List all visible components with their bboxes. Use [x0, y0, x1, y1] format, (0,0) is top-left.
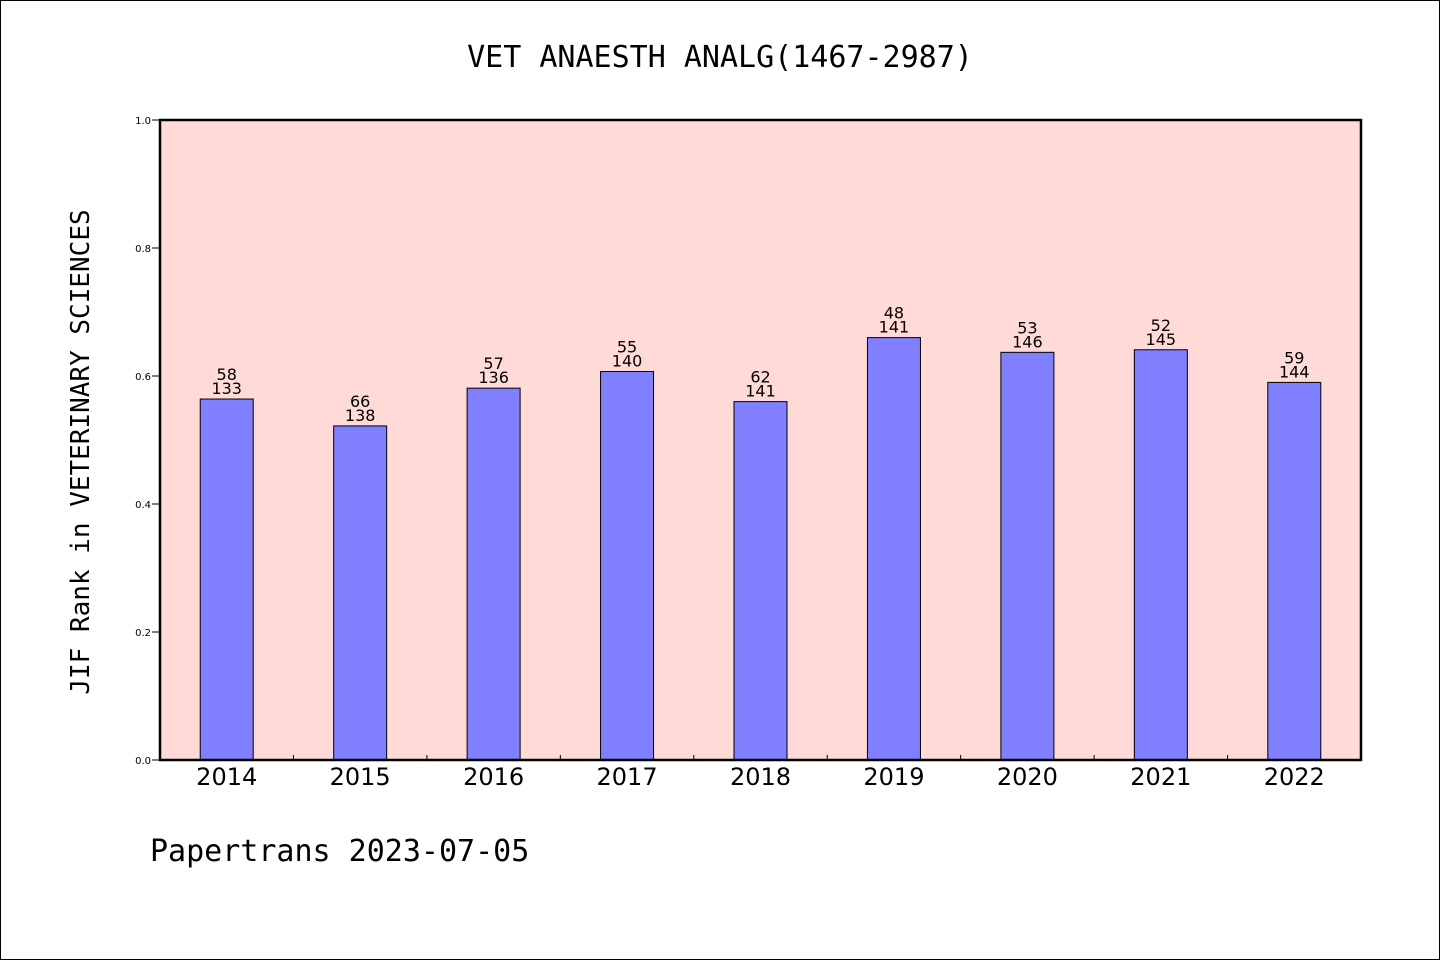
- x-tick-label: 2015: [330, 763, 391, 791]
- bar-label-rank: 52: [1151, 316, 1171, 335]
- bar-2022: [1267, 381, 1322, 761]
- x-tick-label: 2020: [997, 763, 1058, 791]
- bar-label-rank: 66: [350, 392, 370, 411]
- bar-label-rank: 48: [884, 304, 904, 323]
- bar-label-total: 145: [1146, 330, 1177, 349]
- x-tick-label: 2016: [463, 763, 524, 791]
- bar-label-total: 144: [1279, 362, 1310, 381]
- y-tick-label: 0.8: [135, 244, 151, 255]
- bar-label-rank: 59: [1284, 348, 1304, 367]
- x-tick-label: 2022: [1264, 763, 1325, 791]
- bar-label-total: 138: [345, 406, 376, 425]
- ticks-layer: 0.0 0.2 0.4 0.6 0.8 1.0 2014 2015 2016 2017 2018 20…: [135, 116, 1325, 791]
- bar-2017: [600, 371, 655, 761]
- bar-2018: [733, 401, 788, 761]
- y-tick-label: 0.2: [135, 628, 151, 639]
- bar-2019: [866, 337, 921, 761]
- y-tick-label: 0.0: [135, 756, 151, 767]
- y-tick-label: 1.0: [135, 116, 151, 127]
- bar-label-total: 141: [879, 318, 910, 337]
- bar-label-total: 146: [1012, 332, 1043, 351]
- y-tick-label: 0.6: [135, 372, 151, 383]
- x-tick-label: 2014: [196, 763, 257, 791]
- bar-2020: [1000, 351, 1055, 761]
- y-axis-label: JIF Rank in VETERINARY SCIENCES: [66, 209, 96, 694]
- bar-label-total: 136: [478, 368, 509, 387]
- bar-2015: [333, 425, 388, 761]
- bar-label-total: 140: [612, 352, 643, 371]
- x-tick-label: 2021: [1130, 763, 1191, 791]
- bar-label-total: 141: [745, 382, 776, 401]
- bar-label-rank: 58: [217, 365, 237, 384]
- bar-2014: [199, 398, 254, 761]
- bar-label-total: 133: [211, 379, 242, 398]
- chart-title: VET ANAESTH ANALG(1467-2987): [467, 40, 973, 75]
- y-tick-label: 0.4: [135, 500, 151, 511]
- bar-label-rank: 57: [483, 354, 503, 373]
- x-tick-label: 2019: [863, 763, 924, 791]
- plot-border: [158, 118, 1363, 762]
- x-tick-label: 2018: [730, 763, 791, 791]
- bar-2016: [466, 387, 521, 761]
- bar-label-rank: 55: [617, 338, 637, 357]
- x-tick-label: 2017: [597, 763, 658, 791]
- bar-label-rank: 53: [1017, 318, 1037, 337]
- bar-2021: [1133, 349, 1188, 761]
- bar-label-rank: 62: [750, 368, 770, 387]
- footer-credit: Papertrans 2023-07-05: [150, 834, 530, 869]
